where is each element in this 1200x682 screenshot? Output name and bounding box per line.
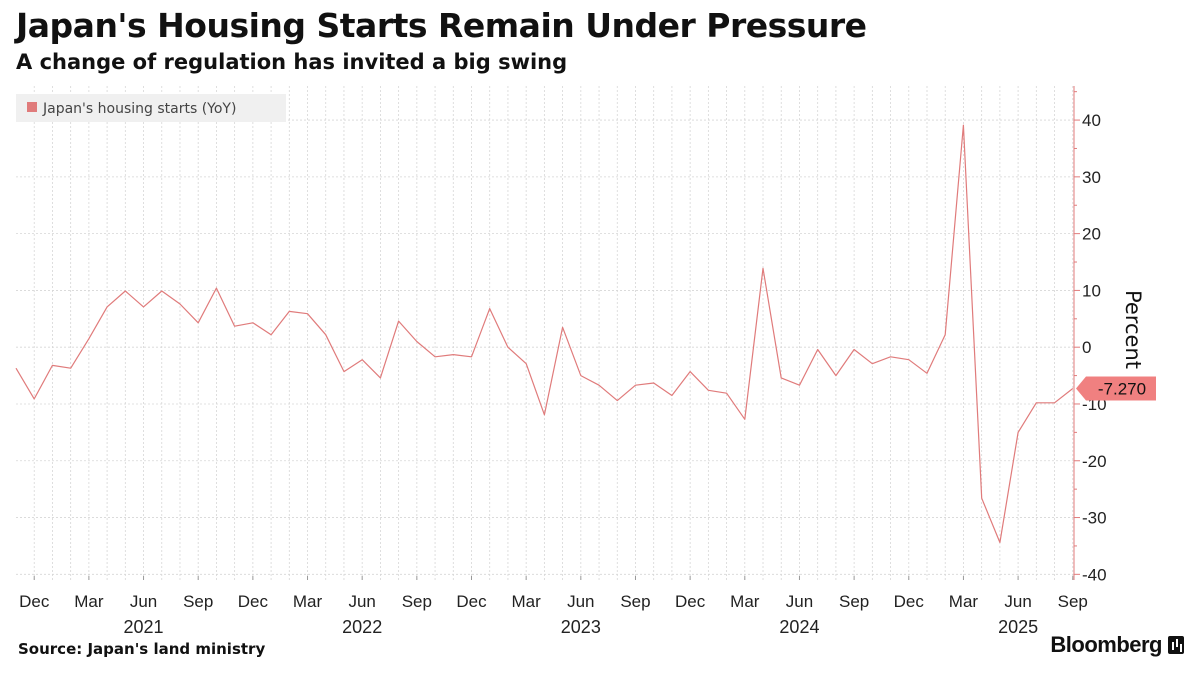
x-tick-label: Mar: [949, 592, 979, 611]
y-tick-label: 0: [1082, 338, 1091, 357]
chart-subtitle: A change of regulation has invited a big…: [16, 50, 568, 74]
y-tick-label: 30: [1082, 168, 1101, 187]
x-tick-label: Dec: [894, 592, 925, 611]
x-year-label: 2021: [124, 617, 164, 637]
chart-title: Japan's Housing Starts Remain Under Pres…: [16, 6, 867, 45]
bloomberg-logo: Bloomberg: [1050, 632, 1184, 658]
x-tick-label: Jun: [348, 592, 375, 611]
x-tick-label: Sep: [183, 592, 213, 611]
legend: Japan's housing starts (YoY): [16, 94, 286, 122]
last-value-marker: -7.270: [1076, 376, 1156, 401]
x-year-label: 2025: [998, 617, 1038, 637]
brand-name: Bloomberg: [1050, 632, 1162, 657]
x-tick-label: Jun: [567, 592, 594, 611]
x-tick-label: Mar: [730, 592, 760, 611]
y-tick-label: 10: [1082, 281, 1101, 300]
x-tick-label: Jun: [130, 592, 157, 611]
x-year-label: 2024: [779, 617, 819, 637]
legend-swatch: [27, 102, 37, 112]
x-tick-label: Mar: [512, 592, 542, 611]
x-year-label: 2023: [561, 617, 601, 637]
x-tick-label: Sep: [1058, 592, 1088, 611]
x-tick-label: Sep: [839, 592, 869, 611]
x-tick-label: Dec: [456, 592, 487, 611]
last-value-badge: [1076, 376, 1156, 401]
legend-box: [16, 94, 286, 122]
x-tick-label: Sep: [620, 592, 650, 611]
x-tick-label: Mar: [74, 592, 104, 611]
series-line: [15, 124, 1074, 544]
series-housing-starts: [15, 124, 1074, 544]
bloomberg-chart-icon: [1168, 636, 1184, 654]
x-axis: Dec Mar Jun Sep Dec Mar Jun Sep Dec Mar Jun Sep Dec M…: [19, 576, 1088, 637]
x-year-label: 2022: [342, 617, 382, 637]
x-tick-label: Sep: [402, 592, 432, 611]
x-tick-label: Jun: [1004, 592, 1031, 611]
source-note: Source: Japan's land ministry: [18, 640, 266, 658]
y-tick-label: -20: [1082, 452, 1107, 471]
x-tick-label: Dec: [19, 592, 50, 611]
last-value-label: -7.270: [1098, 379, 1146, 398]
y-tick-label: -40: [1082, 565, 1107, 584]
x-tick-label: Mar: [293, 592, 323, 611]
legend-label: Japan's housing starts (YoY): [42, 101, 236, 117]
x-tick-label: Jun: [786, 592, 813, 611]
y-tick-label: 40: [1082, 111, 1101, 130]
grid-lines: [16, 86, 1074, 580]
x-tick-label: Dec: [238, 592, 269, 611]
y-tick-label: 20: [1082, 225, 1101, 244]
y-axis-title: Percent: [1121, 290, 1145, 370]
y-tick-label: -30: [1082, 509, 1107, 528]
x-tick-label: Dec: [675, 592, 706, 611]
